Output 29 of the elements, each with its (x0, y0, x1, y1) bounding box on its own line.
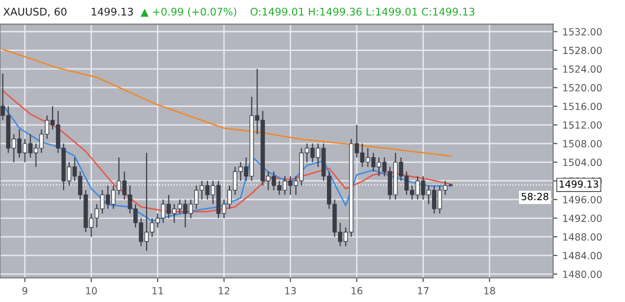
y-tick-label: 1528.00 (563, 46, 602, 54)
y-tick-label: 1524.00 (563, 65, 602, 73)
y-tick-label: 1532.00 (563, 28, 602, 36)
y-tick-label: 1484.00 (563, 252, 602, 260)
line-series (2, 90, 452, 212)
x-tick-label: 10 (86, 287, 97, 294)
annotation: 58:28 (522, 192, 548, 200)
y-tick-label: 1504.00 (563, 158, 602, 166)
y-tick-label: 1520.00 (563, 84, 602, 92)
line-series (2, 104, 452, 222)
x-tick-label: 13 (285, 287, 296, 294)
x-tick-label: 18 (484, 287, 496, 294)
y-tick-label: 1496.00 (563, 196, 602, 204)
chart-title: XAUUSD, 60 (3, 8, 66, 17)
y-tick-label: 1516.00 (563, 102, 602, 110)
y-tick-label: 1512.00 (563, 121, 602, 129)
text: O:1499.01 H:1499.36 L:1499.01 C:1499.13 (250, 8, 474, 16)
text: ▲ +0.99 (+0.07%) (140, 8, 236, 17)
y-tick-label: 1492.00 (563, 214, 602, 222)
x-tick-label: 16 (352, 287, 362, 294)
y-tick-label: 1488.00 (563, 233, 602, 241)
y-tick-label: 1480.00 (563, 270, 602, 278)
text: 1499.13 (92, 8, 133, 16)
y-tick-label: 1508.00 (563, 140, 602, 148)
x-tick-label: 17 (418, 287, 428, 294)
x-tick-label: 11 (152, 287, 163, 294)
x-tick-label: 9 (22, 287, 28, 294)
line-series (2, 48, 452, 157)
x-tick-label: 12 (218, 287, 230, 294)
